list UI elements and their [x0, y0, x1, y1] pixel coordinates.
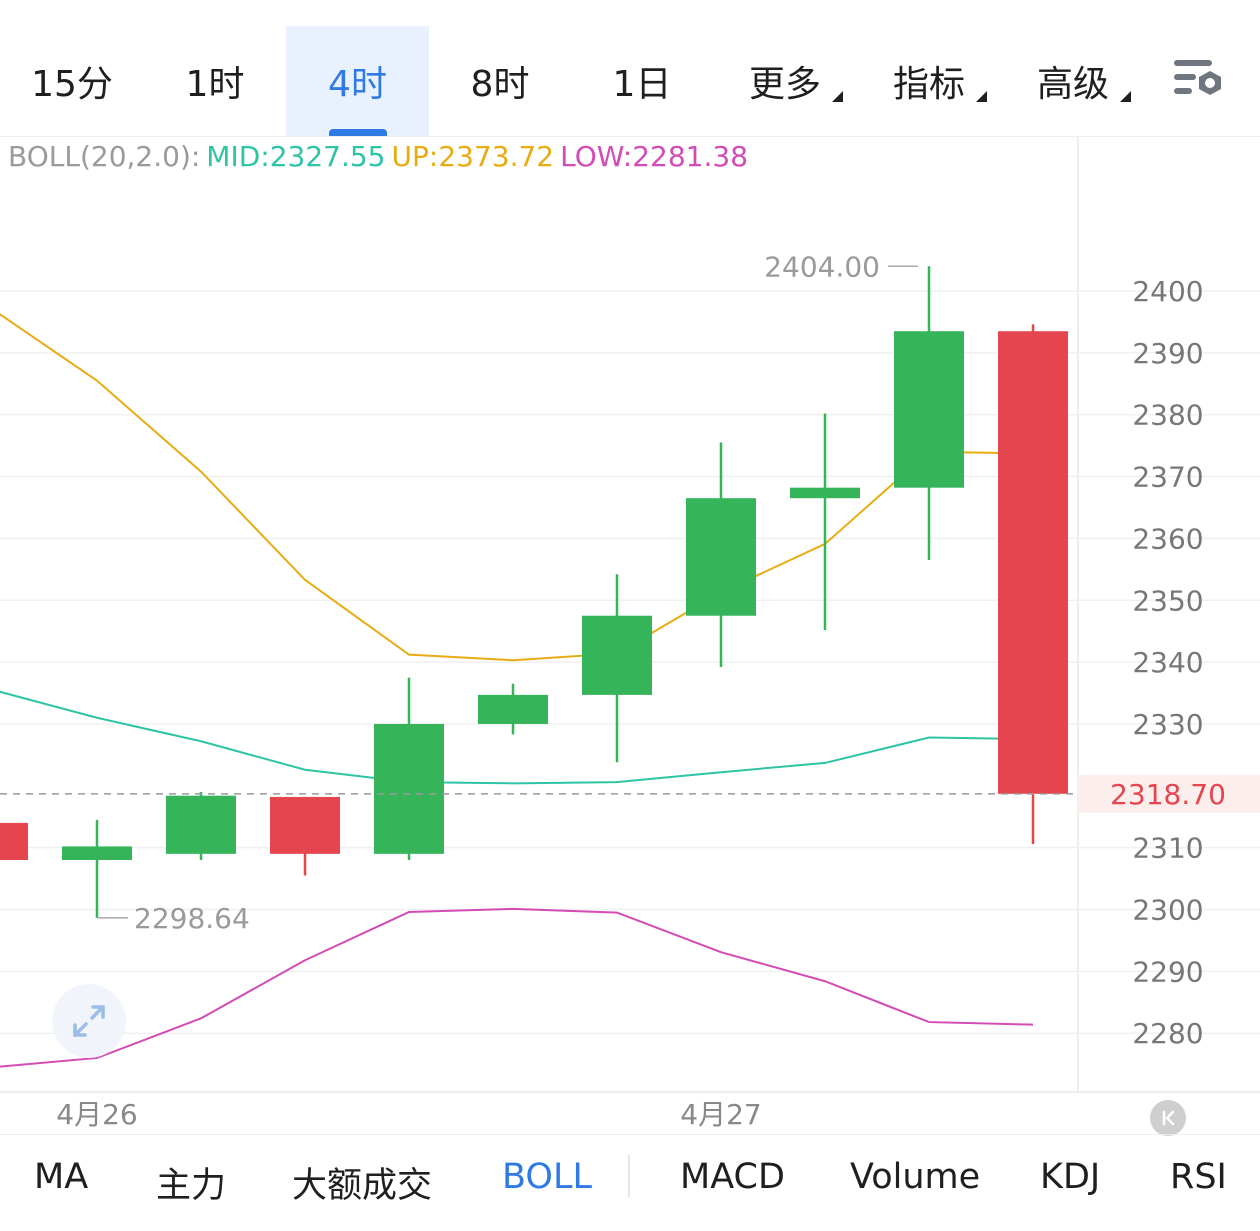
y-tick-label: 2380 — [1132, 399, 1203, 432]
tab-label: 指标 — [892, 64, 965, 105]
x-axis-label: 4月26 — [56, 1098, 137, 1131]
indicator-tab-macd[interactable]: MACD — [680, 1157, 785, 1197]
high-marker-label: 2404.00 — [764, 250, 880, 283]
indicator-tab-rsi[interactable]: RSI — [1170, 1157, 1227, 1197]
active-tab-indicator — [328, 129, 387, 136]
y-tick-label: 2310 — [1132, 832, 1203, 865]
candle-body — [582, 615, 652, 695]
candle-body — [894, 331, 964, 488]
tab-advanced[interactable]: 高级 — [1008, 26, 1138, 136]
dropdown-triangle-icon — [832, 91, 843, 102]
scroll-to-latest-button[interactable] — [1150, 1100, 1186, 1136]
y-tick-label: 2340 — [1132, 646, 1203, 679]
last-price-label: 2318.70 — [1110, 778, 1226, 811]
boll-low-value: LOW:2281.38 — [560, 140, 749, 173]
y-tick-label: 2350 — [1132, 584, 1203, 617]
tab-8h[interactable]: 8时 — [436, 26, 564, 136]
indicator-tab-main-force[interactable]: 主力 — [156, 1166, 227, 1206]
indicator-tab-boll[interactable]: BOLL — [502, 1157, 592, 1197]
indicator-bar: MA 主力 大额成交 BOLL MACD Volume KDJ RSI — [0, 1134, 1260, 1231]
tab-1h[interactable]: 1时 — [150, 26, 280, 136]
boll-up-value: UP:2373.72 — [391, 140, 555, 173]
y-tick-label: 2390 — [1132, 337, 1203, 370]
tab-label: 1日 — [612, 64, 672, 105]
candlestick-chart[interactable]: 2400 2390 2380 2370 2360 2350 2340 2330 2310 2300… — [0, 136, 1260, 1134]
tab-1d[interactable]: 1日 — [578, 26, 706, 136]
y-tick-label: 2290 — [1132, 955, 1203, 988]
indicator-divider — [628, 1155, 630, 1197]
settings-icon[interactable] — [1170, 56, 1228, 106]
candle-body — [478, 694, 548, 724]
timeframe-bar: 15分 1时 4时 8时 1日 更多 指标 高级 — [0, 0, 1260, 137]
y-tick-label: 2400 — [1132, 275, 1203, 308]
dropdown-triangle-icon — [1120, 91, 1131, 102]
y-tick-label: 2280 — [1132, 1017, 1203, 1050]
tab-label: 更多 — [748, 64, 821, 105]
candle-body — [270, 796, 340, 854]
y-tick-label: 2370 — [1132, 461, 1203, 494]
chevron-left-end-icon — [1162, 1110, 1175, 1126]
dropdown-triangle-icon — [976, 91, 987, 102]
tab-label: 8时 — [470, 64, 530, 105]
boll-name: BOLL(20,2.0): — [8, 140, 201, 173]
indicator-tab-volume[interactable]: Volume — [850, 1157, 981, 1197]
tab-more[interactable]: 更多 — [720, 26, 850, 136]
candle-body — [166, 795, 236, 854]
tab-label: 1时 — [185, 64, 245, 105]
tab-label: 4时 — [328, 64, 387, 105]
x-axis-label: 4月27 — [680, 1098, 761, 1131]
indicator-tab-large-trades[interactable]: 大额成交 — [292, 1166, 433, 1206]
tab-indicators[interactable]: 指标 — [864, 26, 994, 136]
tab-label: 15分 — [31, 64, 113, 105]
low-marker-label: 2298.64 — [134, 902, 250, 935]
boll-mid-value: MID:2327.55 — [206, 140, 386, 173]
tab-15m[interactable]: 15分 — [8, 26, 136, 136]
boll-legend: BOLL(20,2.0): MID:2327.55 UP:2373.72 LOW:22… — [8, 140, 754, 173]
candle-body — [998, 331, 1068, 794]
last-price-badge — [1078, 774, 1260, 813]
boll-line-up — [0, 313, 1034, 662]
tab-label: 高级 — [1036, 64, 1109, 105]
candle-body — [374, 723, 444, 854]
y-tick-label: 2300 — [1132, 894, 1203, 927]
indicator-tab-kdj[interactable]: KDJ — [1040, 1157, 1101, 1197]
expand-icon — [73, 1005, 105, 1037]
candle-body — [686, 498, 756, 616]
boll-line-mid — [0, 690, 1034, 785]
y-tick-label: 2330 — [1132, 708, 1203, 741]
y-tick-label: 2360 — [1132, 522, 1203, 555]
expand-chart-button[interactable] — [52, 984, 126, 1058]
indicator-tab-ma[interactable]: MA — [34, 1157, 89, 1197]
boll-line-low — [0, 907, 1034, 1068]
tab-4h[interactable]: 4时 — [286, 26, 429, 136]
candle-body — [62, 846, 132, 861]
candle-body — [0, 822, 28, 861]
candle-body — [790, 487, 860, 499]
